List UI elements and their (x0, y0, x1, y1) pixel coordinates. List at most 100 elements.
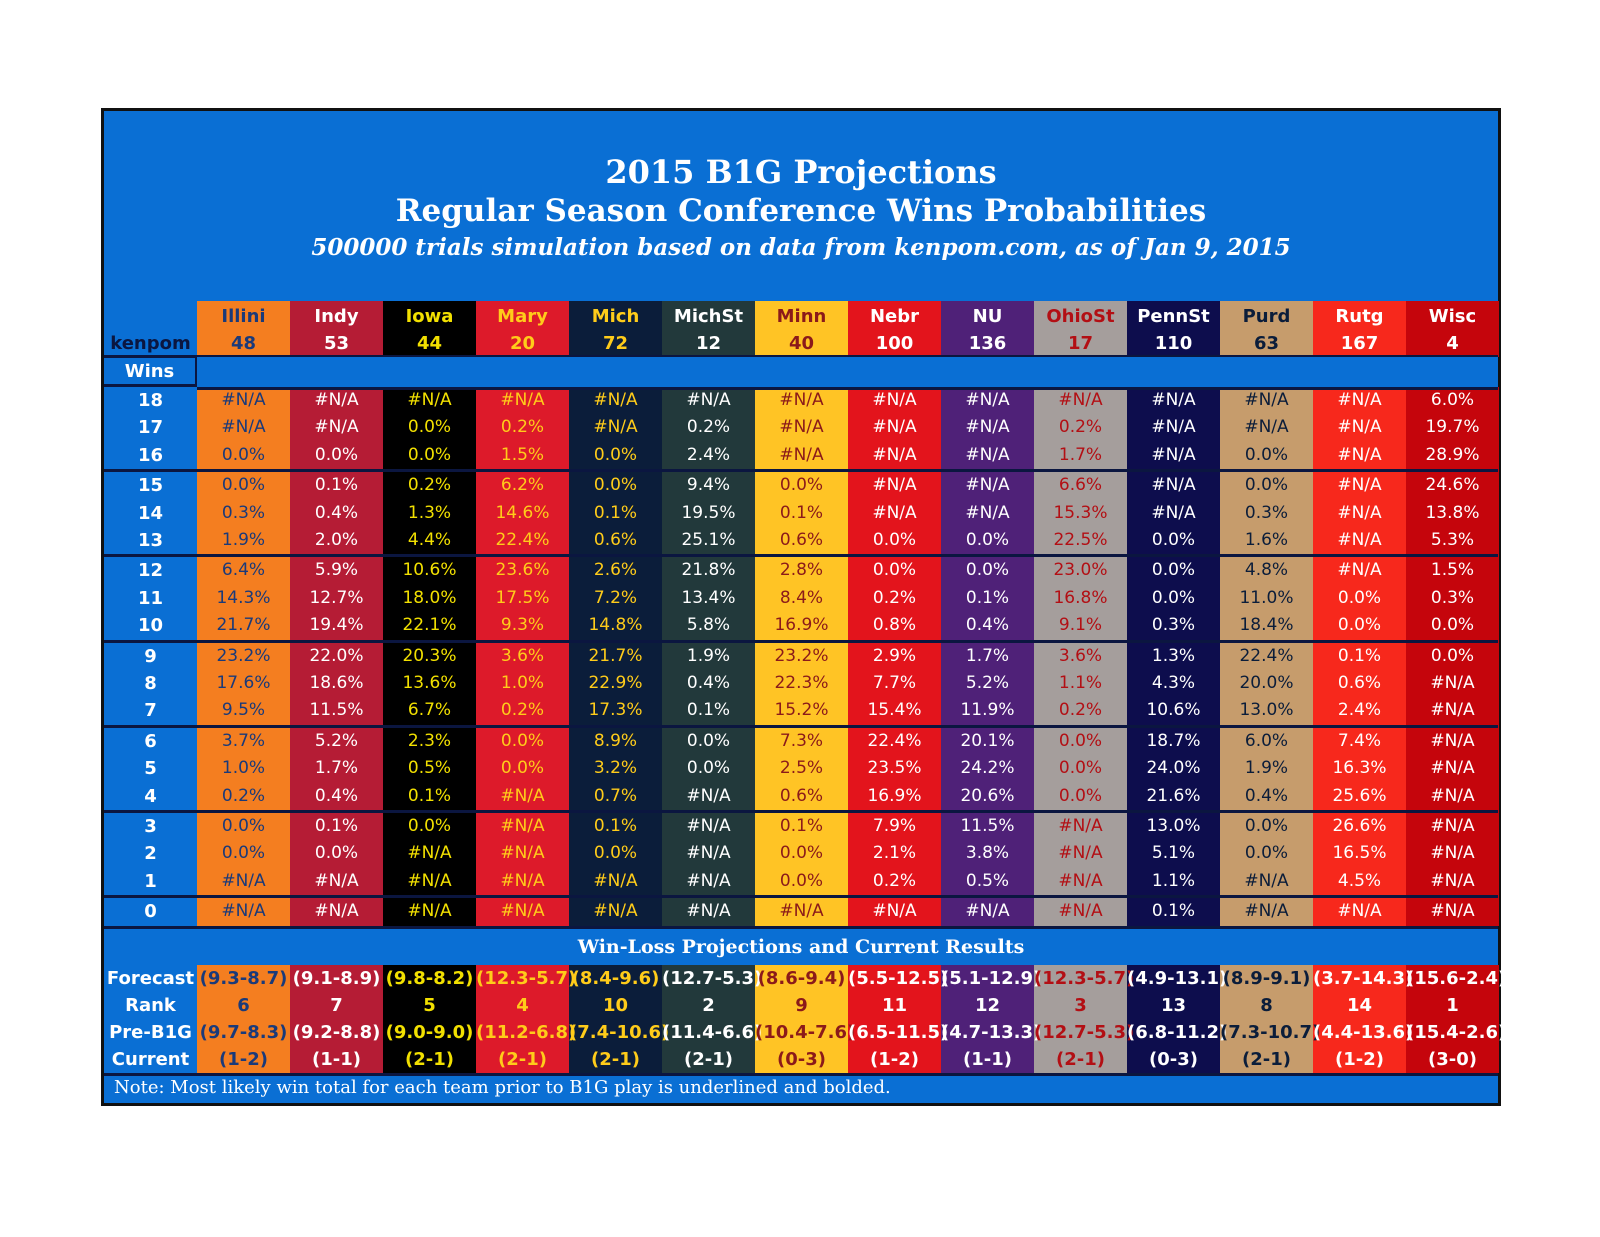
probability-cell: 1.7% (1058, 444, 1103, 465)
team-kenpom-rank: 100 (875, 333, 914, 354)
preb1g-cell: (11.4-6.6) (662, 1021, 763, 1043)
team-name: NU (972, 306, 1003, 327)
label-column-bg (104, 301, 197, 357)
preb1g-cell: (11.2-6.8) (476, 1021, 577, 1043)
probability-cell: 23.5% (867, 758, 922, 779)
probability-cell: #N/A (1430, 730, 1475, 751)
probability-cell: #N/A (1151, 444, 1196, 465)
probability-cell: #N/A (1058, 870, 1103, 891)
probability-cell: 25.6% (1332, 785, 1387, 806)
probability-cell: 4.8% (1244, 560, 1289, 581)
probability-cell: 0.0% (500, 758, 545, 779)
team-kenpom-rank: 63 (1253, 333, 1280, 354)
current-cell: (3-0) (1428, 1048, 1477, 1070)
probability-cell: 22.4% (1239, 645, 1294, 666)
current-cell: (2-1) (498, 1048, 547, 1070)
chart-title-secondary: Regular Season Conference Wins Probabili… (395, 193, 1207, 229)
probability-cell: #N/A (872, 901, 917, 922)
probability-cell: #N/A (500, 785, 545, 806)
probability-cell: 2.0% (314, 530, 359, 550)
probability-cell: 0.0% (407, 444, 452, 465)
probability-cell: 13.4% (681, 587, 736, 608)
group-divider (104, 554, 1498, 558)
wins-row-label: 12 (137, 560, 164, 582)
probability-cell: 0.0% (872, 560, 917, 581)
probability-cell: 11.0% (1239, 587, 1294, 608)
probability-cell: #N/A (407, 870, 452, 891)
probability-cell: 0.4% (314, 785, 359, 806)
probability-cell: 0.0% (686, 758, 731, 779)
probability-cell: 24.0% (1146, 758, 1201, 779)
probability-cell: #N/A (872, 390, 917, 410)
team-name: OhioSt (1046, 306, 1115, 327)
probability-cell: 5.3% (1430, 530, 1475, 550)
current-cell: (0-3) (1149, 1048, 1198, 1070)
probability-cell: 6.7% (407, 700, 452, 721)
probability-cell: #N/A (1151, 417, 1196, 438)
preb1g-cell: (7.3-10.7) (1220, 1021, 1321, 1043)
wins-row-label: 4 (144, 785, 157, 807)
probability-cell: 0.3% (1430, 587, 1475, 608)
probability-cell: 3.6% (1058, 645, 1103, 666)
team-kenpom-rank: 48 (230, 333, 257, 354)
team-kenpom-rank: 110 (1154, 333, 1193, 354)
forecast-cell: (4.9-13.1) (1127, 967, 1228, 989)
probability-cell: 10.6% (402, 560, 457, 581)
probability-cell: #N/A (1337, 502, 1382, 523)
team-column-bg (569, 301, 662, 357)
probability-cell: 5.2% (965, 673, 1010, 693)
wins-row-label: 18 (137, 390, 164, 411)
current-cell: (2-1) (405, 1048, 454, 1070)
kenpom-label: kenpom (110, 333, 191, 354)
probability-cell: 21.6% (1146, 785, 1201, 806)
probability-cell: #N/A (500, 843, 545, 864)
team-column-bg (476, 301, 569, 357)
probability-cell: #N/A (407, 843, 452, 864)
team-kenpom-rank: 72 (602, 333, 629, 354)
team-name: Rutg (1335, 306, 1384, 327)
probability-cell: 1.7% (965, 645, 1010, 666)
probability-cell: #N/A (500, 816, 545, 836)
probability-cell: 18.7% (1146, 730, 1201, 751)
preb1g-cell: (7.4-10.6) (569, 1021, 670, 1043)
probability-cell: 17.5% (495, 587, 550, 608)
rank-cell: 13 (1160, 994, 1187, 1016)
probability-cell: #N/A (314, 901, 359, 922)
probability-cell: 13.0% (1146, 816, 1201, 836)
probability-cell: 6.4% (221, 560, 266, 581)
forecast-cell: (9.3-8.7) (199, 967, 288, 989)
probability-cell: #N/A (314, 417, 359, 438)
rank-cell: 14 (1346, 994, 1373, 1016)
probability-cell: #N/A (1430, 843, 1475, 864)
team-kenpom-rank: 40 (788, 333, 815, 354)
team-column-bg (1127, 964, 1220, 1073)
probability-cell: 6.0% (1430, 390, 1475, 410)
footer-divider (104, 1072, 1498, 1076)
wins-row-label: 13 (137, 530, 164, 551)
probability-cell: 0.3% (221, 502, 266, 523)
rank-cell: 1 (1446, 994, 1459, 1016)
wins-row-label: 1 (144, 870, 157, 892)
forecast-cell: (15.6-2.4) (1406, 967, 1507, 989)
probability-cell: 0.1% (965, 587, 1010, 608)
probability-cell: #N/A (872, 502, 917, 523)
forecast-cell: (3.7-14.3) (1313, 967, 1414, 989)
probability-cell: #N/A (965, 444, 1010, 465)
probability-cell: 0.0% (779, 843, 824, 864)
probability-table: kenpom Illini 48 Indy 53 Iowa 44 Mary 20 Mich 72 Mi… (104, 301, 1507, 1076)
preb1g-cell: (9.0-9.0) (385, 1021, 474, 1043)
group-divider (104, 895, 1498, 899)
probability-cell: 0.2% (1058, 417, 1103, 438)
probability-cell: #N/A (1151, 475, 1196, 496)
probability-cell: 18.0% (402, 587, 457, 608)
probability-cell: 7.3% (779, 730, 824, 751)
probability-cell: 16.9% (774, 615, 829, 636)
team-column-bg (383, 387, 476, 926)
rank-cell: 12 (974, 994, 1001, 1016)
probability-cell: #N/A (593, 417, 638, 438)
probability-cell: #N/A (221, 390, 266, 410)
probability-cell: 0.1% (686, 700, 731, 721)
probability-cell: 14.3% (216, 587, 271, 608)
team-column-bg (290, 387, 383, 926)
preb1g-cell: (4.4-13.6) (1313, 1021, 1414, 1043)
